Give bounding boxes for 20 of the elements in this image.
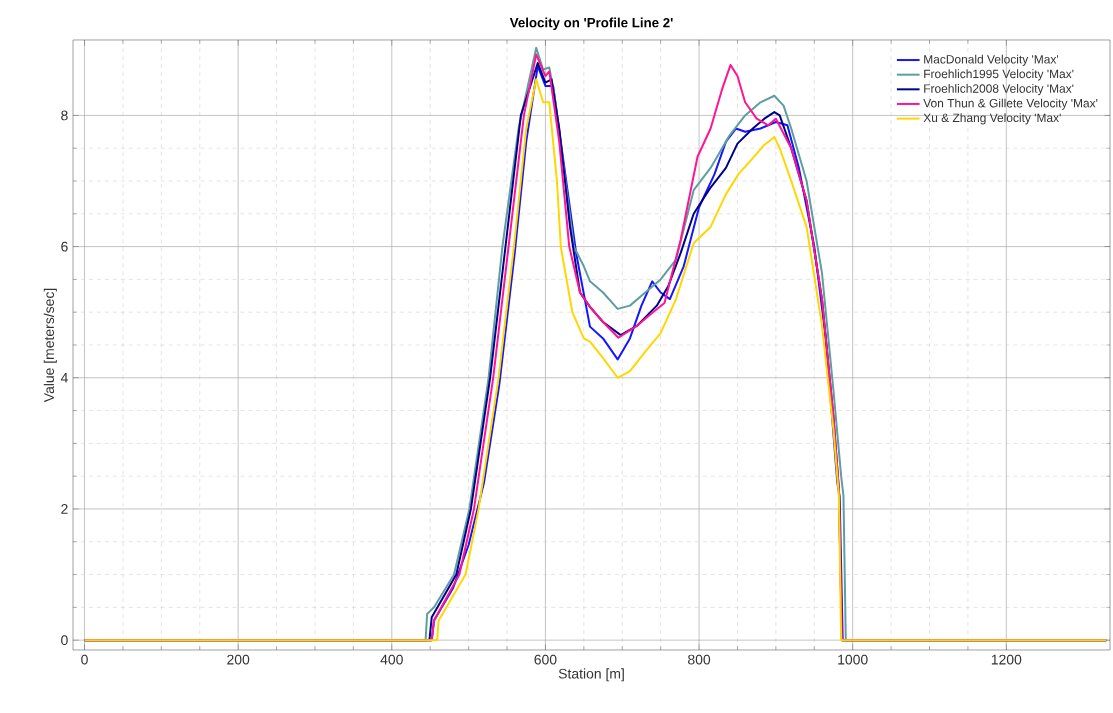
- y-tick-label: 4: [60, 372, 68, 383]
- y-tick-label: 6: [61, 241, 68, 252]
- x-tick-label: 1000: [838, 654, 868, 665]
- legend-label: Froehlich2008 Velocity 'Max': [924, 83, 1074, 96]
- y-tick-label: 0: [61, 635, 68, 646]
- chart-title: Velocity on 'Profile Line 2': [509, 17, 673, 30]
- x-tick-label: 0: [81, 654, 88, 665]
- x-tick-label: 400: [380, 654, 403, 665]
- legend-label: Von Thun & Gillete Velocity 'Max': [923, 98, 1098, 110]
- x-tick-label: 1200: [991, 654, 1022, 665]
- y-tick-label: 2: [61, 504, 68, 514]
- x-tick-label: 200: [227, 654, 250, 665]
- legend-label: Xu & Zhang Velocity 'Max': [923, 113, 1061, 125]
- x-tick-label: 600: [534, 654, 557, 665]
- y-tick-label: 8: [61, 110, 68, 121]
- legend-label: MacDonald Velocity 'Max': [924, 54, 1059, 66]
- y-axis-title: Value [meters/sec]: [43, 288, 57, 403]
- legend-label: Froehlich1995 Velocity 'Max': [924, 69, 1074, 81]
- x-tick-label: 800: [688, 654, 711, 665]
- x-axis-title: Station [m]: [558, 668, 624, 682]
